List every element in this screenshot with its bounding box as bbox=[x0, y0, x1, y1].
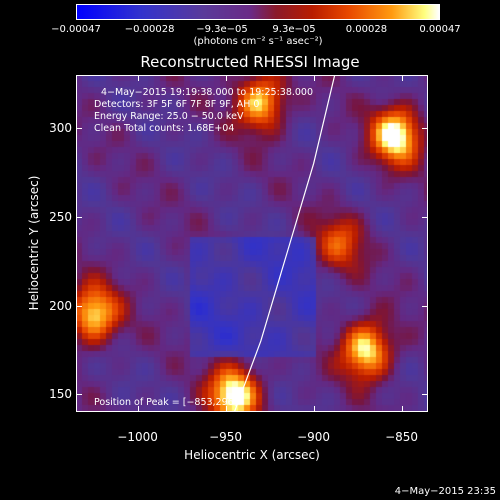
x-tick-mark bbox=[401, 75, 403, 81]
x-tick-mark bbox=[225, 406, 227, 412]
annotation-clean: Clean Total counts: 1.68E+04 bbox=[94, 123, 235, 134]
plot-area bbox=[76, 75, 428, 412]
y-tick-mark bbox=[422, 305, 428, 307]
x-tick-label: −900 bbox=[297, 430, 331, 444]
chart-title: Reconstructed RHESSI Image bbox=[140, 53, 360, 71]
x-axis-label: Heliocentric X (arcsec) bbox=[184, 448, 320, 462]
y-tick-mark bbox=[76, 305, 82, 307]
colorbar-tick-label: −9.3e−05 bbox=[196, 24, 248, 35]
x-tick-label: −950 bbox=[209, 430, 243, 444]
colorbar-tick-label: −0.00028 bbox=[124, 24, 175, 35]
y-tick-label: 200 bbox=[49, 298, 72, 313]
x-tick-label: −850 bbox=[385, 430, 419, 444]
footer-timestamp: 4−May−2015 23:35 bbox=[394, 486, 496, 497]
y-tick-mark bbox=[76, 394, 82, 396]
annotation-detectors: Detectors: 3F 5F 6F 7F 8F 9F, AH 0 bbox=[94, 99, 260, 110]
x-tick-mark bbox=[137, 406, 139, 412]
y-tick-label: 250 bbox=[49, 209, 72, 224]
x-tick-mark bbox=[401, 406, 403, 412]
y-tick-mark bbox=[76, 128, 82, 130]
heatmap-image bbox=[76, 75, 428, 412]
x-tick-label: −1000 bbox=[117, 430, 158, 444]
colorbar-tick-label: −0.00047 bbox=[51, 24, 101, 35]
y-tick-mark bbox=[422, 128, 428, 130]
colorbar-tick-label: 0.00047 bbox=[419, 24, 461, 35]
y-tick-mark bbox=[422, 216, 428, 218]
x-tick-mark bbox=[137, 75, 139, 81]
annotation-peak: Position of Peak = [−853,296] bbox=[94, 397, 238, 408]
x-tick-mark bbox=[313, 75, 315, 81]
x-tick-mark bbox=[313, 406, 315, 412]
colorbar-tick-label: 9.3e−05 bbox=[272, 24, 316, 35]
y-axis-label: Heliocentric Y (arcsec) bbox=[27, 175, 41, 311]
x-tick-mark bbox=[225, 75, 227, 81]
colorbar-tick-label: 0.00028 bbox=[345, 24, 388, 35]
colorbar bbox=[76, 4, 440, 20]
y-tick-label: 300 bbox=[49, 121, 72, 136]
annotation-energy: Energy Range: 25.0 − 50.0 keV bbox=[94, 111, 244, 122]
colorbar-units: (photons cm⁻² s⁻¹ asec⁻²) bbox=[193, 36, 323, 47]
annotation-time: 4−May−2015 19:19:38.000 to 19:25:38.000 bbox=[101, 87, 314, 98]
y-tick-mark bbox=[76, 216, 82, 218]
solar-limb-line bbox=[233, 75, 336, 412]
y-tick-mark bbox=[422, 394, 428, 396]
y-tick-label: 150 bbox=[49, 387, 72, 402]
solar-limb-curve bbox=[233, 75, 336, 412]
